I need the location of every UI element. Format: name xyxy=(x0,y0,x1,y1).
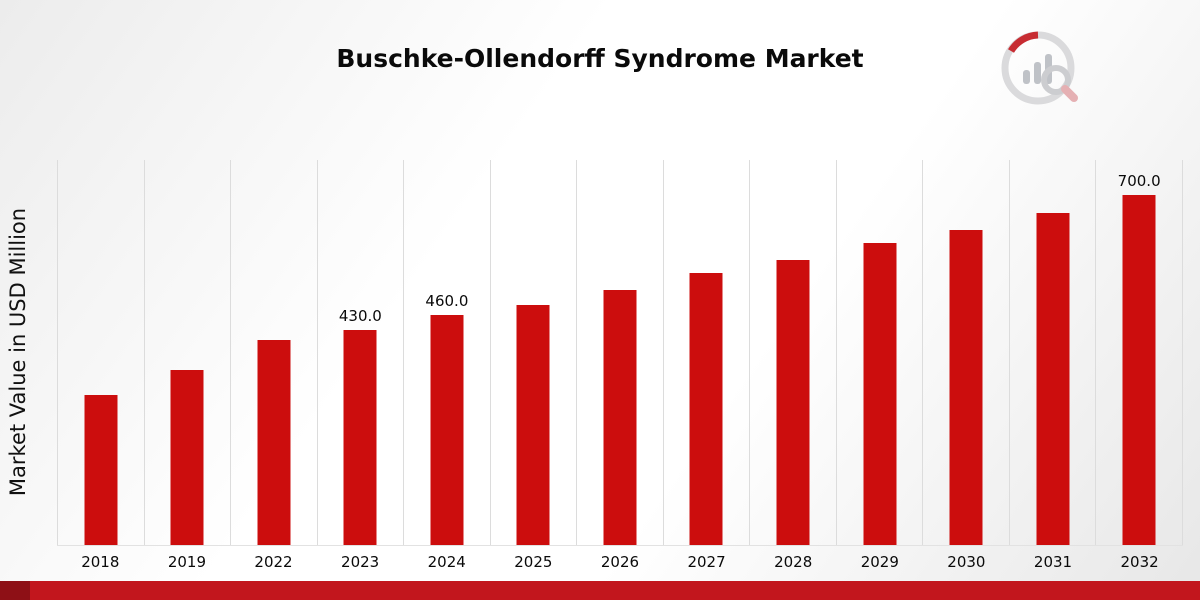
category-column xyxy=(576,160,663,545)
x-tick-label: 2029 xyxy=(860,553,899,571)
magnifier-handle-icon xyxy=(1061,85,1078,102)
logo-red-arc-icon xyxy=(1007,31,1039,53)
bar-value-label: 700.0 xyxy=(1117,172,1161,190)
x-tick-label: 2027 xyxy=(687,553,726,571)
category-column xyxy=(57,160,144,545)
bar xyxy=(516,305,550,545)
category-column xyxy=(230,160,317,545)
bar xyxy=(1036,212,1070,545)
x-tick-label: 2019 xyxy=(167,553,206,571)
x-tick-label: 2026 xyxy=(600,553,640,571)
category-column xyxy=(1008,160,1096,545)
category-column xyxy=(835,160,923,545)
x-tick-label: 2022 xyxy=(254,553,293,571)
bar xyxy=(1122,195,1156,545)
y-axis-label: Market Value in USD Million xyxy=(6,207,30,497)
category-column xyxy=(922,160,1009,545)
bar xyxy=(343,330,377,545)
mrfr-logo-icon xyxy=(1001,31,1078,105)
magnifier-icon xyxy=(1041,65,1071,95)
x-tick-label: 2024 xyxy=(427,553,466,571)
x-tick-label: 2018 xyxy=(81,553,120,571)
bar xyxy=(776,260,810,545)
x-tick-label: 2030 xyxy=(947,553,986,571)
x-tick-label: 2023 xyxy=(341,553,380,571)
bar xyxy=(689,272,723,545)
brand-strip-fold xyxy=(0,581,30,600)
bar xyxy=(430,315,464,545)
category-column: 700.0 xyxy=(1095,160,1183,545)
category-column xyxy=(143,160,231,545)
x-axis: 2018 2019 2022 2023 2024 2025 2026 2027 2028 2029… xyxy=(57,553,1183,571)
x-tick-label: 2025 xyxy=(514,553,553,571)
bar-value-label: 430.0 xyxy=(338,307,382,326)
logo-bar-icon xyxy=(1034,62,1041,84)
x-tick-label: 2032 xyxy=(1120,553,1159,571)
plot-area: 430.0 460.0 700.0 xyxy=(57,160,1183,546)
category-column xyxy=(749,160,836,545)
x-tick-label: 2031 xyxy=(1033,553,1073,571)
logo-ring-icon xyxy=(1001,31,1075,105)
bar-value-label: 460.0 xyxy=(425,292,469,310)
category-column xyxy=(489,160,577,545)
bar xyxy=(257,340,291,545)
bar xyxy=(949,230,983,545)
category-column xyxy=(662,160,750,545)
category-column: 430.0 xyxy=(316,160,404,545)
bar xyxy=(84,395,118,545)
bar xyxy=(603,290,637,545)
category-column: 460.0 xyxy=(403,160,490,545)
chart-title: Buschke-Ollendorff Syndrome Market xyxy=(336,44,864,73)
bar xyxy=(863,242,897,545)
logo-bar-icon xyxy=(1023,70,1030,84)
x-tick-label: 2028 xyxy=(774,553,813,571)
bar xyxy=(170,370,204,545)
brand-bottom-strip xyxy=(0,581,1200,600)
